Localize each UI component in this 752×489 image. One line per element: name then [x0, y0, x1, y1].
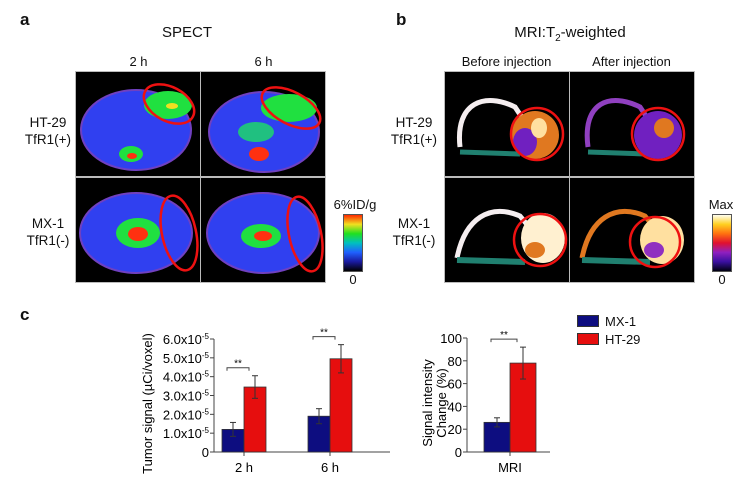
significance-bracket [490, 338, 518, 343]
row-label-line2: TfR1(+) [390, 132, 438, 147]
row-label-line1: MX-1 [397, 216, 431, 231]
mri-col-label-after: After injection [592, 54, 671, 69]
mri-scan [579, 209, 684, 269]
mri-colorbar-min-label: 0 [718, 272, 726, 287]
tumor-signal-chart: 0 1.0x10-5 2.0x10-5 3.0x10-5 4.0x10-5 5.0x10-… [140, 328, 390, 475]
x-tick-label: 6 h [321, 460, 339, 475]
spect-scan [206, 192, 324, 274]
legend-label-mx1: MX-1 [605, 313, 637, 329]
spect-image-ht29-6h [200, 71, 326, 177]
mri-row-label-mx1: MX-1 TfR1(-) [386, 215, 442, 249]
panel-c-letter: c [20, 305, 30, 324]
mri-image-mx1-after [569, 177, 695, 283]
legend-item-ht29: HT-29 [577, 330, 640, 348]
legend-swatch-mx1 [577, 315, 599, 327]
mri-scan [584, 98, 686, 162]
mri-image-mx1-before [444, 177, 570, 283]
mri-scan [456, 98, 565, 162]
legend-swatch-ht29 [577, 333, 599, 345]
y-tick-label: 3.0x10-5 [163, 389, 210, 404]
y-axis-label-line2: Change (%) [434, 368, 449, 437]
spect-colorbar-max-label: 6%ID/g [333, 197, 377, 212]
spect-scan [208, 86, 322, 173]
y-tick-label: 6.0x10-5 [163, 332, 210, 347]
spect-colorbar-min-label: 0 [349, 272, 357, 287]
y-tick-label: 80 [448, 354, 462, 369]
y-tick-label: 20 [448, 422, 462, 437]
spect-row-label-mx1: MX-1 TfR1(-) [20, 215, 76, 249]
row-label-line2: TfR1(-) [26, 233, 70, 248]
panel-b-letter: b [396, 10, 407, 29]
mri-image-ht29-after [569, 71, 695, 177]
y-tick-label: 5.0x10-5 [163, 351, 210, 366]
y-tick-label: 4.0x10-5 [163, 370, 210, 385]
spect-image-mx1-6h [200, 177, 326, 283]
row-label-line1: HT-29 [395, 115, 433, 130]
x-tick-label: MRI [498, 460, 522, 475]
mri-title: MRI:T2-weighted [470, 24, 670, 44]
spect-row-label-ht29: HT-29 TfR1(+) [20, 114, 76, 148]
mri-scan [454, 209, 568, 268]
mri-title-suffix: -weighted [560, 24, 626, 41]
y-tick-label: 1.0x10-5 [163, 426, 210, 441]
row-label-line2: TfR1(-) [392, 233, 436, 248]
mri-row-label-ht29: HT-29 TfR1(+) [386, 114, 442, 148]
y-tick-label: 100 [440, 331, 462, 346]
legend: MX-1 HT-29 [577, 312, 640, 348]
mri-col-label-before: Before injection [461, 54, 552, 69]
significance-bracket [312, 336, 336, 340]
mri-colorbar [712, 214, 732, 272]
mri-title-main: MRI:T [514, 24, 556, 41]
mri-title-sub: 2 [555, 33, 561, 44]
mri-colorbar-max-label: Max [708, 197, 734, 212]
row-label-line2: TfR1(+) [24, 132, 72, 147]
spect-col-label-2h: 2 h [129, 54, 148, 69]
y-axis-label-line1: Signal intensity [420, 359, 435, 447]
significance-label: ** [234, 359, 242, 370]
significance-bracket [226, 367, 250, 371]
x-tick-label: 2 h [235, 460, 253, 475]
y-axis-label: Tumor signal (µCi/voxel) [140, 333, 155, 474]
row-label-line1: HT-29 [29, 115, 67, 130]
y-tick-label: 0 [202, 445, 209, 460]
spect-scan [79, 192, 199, 274]
spect-image-mx1-2h [75, 177, 201, 283]
row-label-line1: MX-1 [31, 216, 65, 231]
signal-change-chart: 0 20 40 60 80 100 Signal intensity Change (%) MR… [420, 330, 550, 475]
significance-label: ** [500, 330, 508, 341]
y-tick-label: 2.0x10-5 [163, 407, 210, 422]
legend-item-mx1: MX-1 [577, 312, 640, 330]
mri-image-ht29-before [444, 71, 570, 177]
spect-title: SPECT [161, 24, 212, 41]
panel-a-letter: a [20, 10, 30, 29]
y-tick-label: 60 [448, 377, 462, 392]
y-tick-label: 0 [455, 445, 462, 460]
spect-colorbar [343, 214, 363, 272]
significance-label: ** [320, 328, 328, 339]
y-tick-label: 40 [448, 399, 462, 414]
spect-scan [80, 83, 196, 171]
spect-col-label-6h: 6 h [254, 54, 273, 69]
spect-image-ht29-2h [75, 71, 201, 177]
legend-label-ht29: HT-29 [605, 331, 641, 347]
